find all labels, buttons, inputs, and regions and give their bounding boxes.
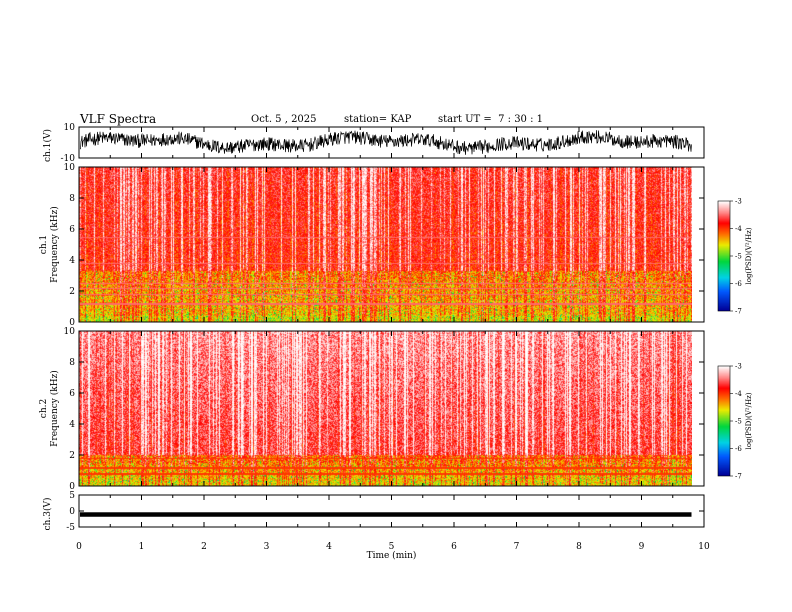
ch2-freq-tick-label: 0 xyxy=(69,482,75,492)
colorbar-2-tick-label: -3 xyxy=(735,363,742,371)
ch1-freq-tick-label: 2 xyxy=(69,287,75,297)
ch1-axis-label: ch.1(V) xyxy=(42,129,53,162)
colorbar-2-tick-label: -4 xyxy=(735,390,742,398)
colorbar-1-tick-label: -5 xyxy=(735,253,742,261)
colorbar-2-tick-label: -6 xyxy=(735,445,742,453)
ch1-spectrogram-image xyxy=(79,167,692,322)
ch2-frequency-axis-label: Frequency (kHz) xyxy=(49,370,60,447)
ch3-tick-label: 0 xyxy=(69,507,75,517)
colorbar-1-gradient xyxy=(718,201,730,311)
colorbar-1-label: log(PSD)(V²/Hz) xyxy=(745,227,753,284)
colorbar-1-tick-label: -7 xyxy=(735,308,742,316)
x-tick-label: 7 xyxy=(514,542,520,552)
x-tick-label: 1 xyxy=(139,542,145,552)
ch2-freq-tick-label: 4 xyxy=(69,420,75,430)
ch1-frequency-axis-label: Frequency (kHz) xyxy=(49,206,60,283)
start-time-label: start UT = 7 : 30 : 1 xyxy=(438,114,544,125)
colorbar-1-tick-label: -6 xyxy=(735,280,742,288)
colorbar-2-tick-label: -5 xyxy=(735,418,742,426)
ch2-freq-tick-label: 6 xyxy=(69,389,75,399)
ch3-axis-label: ch.3(V) xyxy=(42,498,53,531)
ch3-tick-label: 5 xyxy=(69,491,75,501)
colorbar-1-tick-label: -3 xyxy=(735,198,742,206)
ch1-freq-tick-label: 4 xyxy=(69,256,75,266)
ch1-spectrogram-channel-label: ch.1 xyxy=(39,235,49,254)
ch1-freq-tick-label: 0 xyxy=(69,318,75,328)
colorbar-1-tick-label: -4 xyxy=(735,225,742,233)
ch3-tick-label: -5 xyxy=(66,523,75,533)
x-tick-label: 3 xyxy=(264,542,270,552)
ch2-spectrogram-channel-label: ch.2 xyxy=(39,399,49,418)
ch2-freq-tick-label: 2 xyxy=(69,451,75,461)
x-axis-label: Time (min) xyxy=(367,550,417,561)
station-label: station= KAP xyxy=(344,114,412,125)
x-tick-label: 10 xyxy=(698,542,710,552)
colorbar-2-tick-label: -7 xyxy=(735,473,742,481)
ch2-spectrogram-image xyxy=(79,331,692,486)
chart-title: VLF Spectra xyxy=(80,112,157,126)
x-tick-label: 5 xyxy=(389,542,395,552)
x-tick-label: 6 xyxy=(451,542,457,552)
x-tick-label: 4 xyxy=(326,542,332,552)
ch1-tick-label: -10 xyxy=(61,154,76,164)
colorbar-2-gradient xyxy=(718,366,730,476)
x-tick-label: 8 xyxy=(576,542,582,552)
x-tick-label: 9 xyxy=(639,542,645,552)
ch3-waveform-trace xyxy=(80,512,692,517)
ch1-waveform-trace xyxy=(79,130,692,155)
ch2-freq-tick-label: 10 xyxy=(64,327,76,337)
x-tick-label: 2 xyxy=(201,542,207,552)
date-label: Oct. 5 , 2025 xyxy=(251,114,317,125)
x-tick-label: 0 xyxy=(76,542,82,552)
ch1-freq-tick-label: 8 xyxy=(69,194,75,204)
colorbar-2-label: log(PSD)(V²/Hz) xyxy=(745,392,753,449)
ch1-freq-tick-label: 10 xyxy=(64,163,76,173)
ch1-tick-label: 10 xyxy=(64,123,76,133)
ch2-freq-tick-label: 8 xyxy=(69,358,75,368)
ch1-freq-tick-label: 6 xyxy=(69,225,75,235)
